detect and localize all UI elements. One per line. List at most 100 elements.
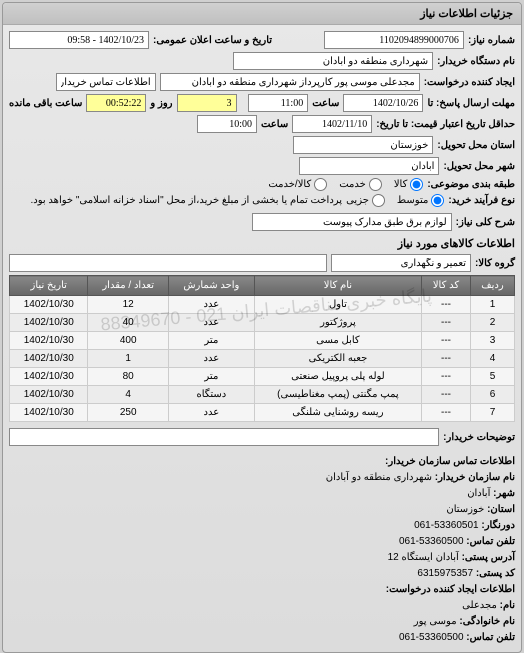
cell-qty: 40 [88,314,168,332]
buyer-device-label: نام دستگاه خریدار: [437,56,515,67]
req-creator-title: اطلاعات ایجاد کننده درخواست: [386,584,515,595]
addr-value: آبادان ایستگاه 12 [388,552,459,563]
addr-label: آدرس پستی: [462,552,515,563]
radio-goodservice[interactable]: کالا/خدمت [268,178,327,191]
buyer-contact-button[interactable] [56,73,156,91]
cprov-value: خوزستان [446,504,484,515]
row-validity: حداقل تاریخ اعتبار قیمت: تا تاریخ: ساعت [9,115,515,133]
cell-qty: 4 [88,386,168,404]
cell-n: 6 [470,386,514,404]
cell-code: --- [422,296,471,314]
city-label: شهر محل تحویل: [443,161,515,172]
cell-date: 1402/10/30 [10,386,88,404]
postal-value: 6315975357 [417,568,473,579]
row-city: شهر محل تحویل: [9,157,515,175]
cell-unit: عدد [168,296,254,314]
days-remain-input [177,94,237,112]
ccity-label: شهر: [493,488,515,499]
validity-time-input[interactable] [197,115,257,133]
cell-n: 3 [470,332,514,350]
cell-unit: عدد [168,314,254,332]
table-row[interactable]: 1---تاولعدد121402/10/30 [10,296,515,314]
general-desc-input[interactable] [252,213,452,231]
cell-unit: متر [168,368,254,386]
public-datetime-input[interactable] [9,31,149,49]
general-desc-label: شرح کلی نیاز: [456,217,515,228]
cell-code: --- [422,386,471,404]
radio-mid[interactable]: متوسط [397,194,444,207]
cell-n: 5 [470,368,514,386]
cell-name: پمپ مگنتی (پمپ مغناطیسی) [254,386,421,404]
request-no-label: شماره نیاز: [468,35,515,46]
phone-value: 53360500-061 [399,536,464,547]
radio-service[interactable]: خدمت [339,178,382,191]
cell-qty: 250 [88,404,168,422]
cell-code: --- [422,314,471,332]
deadline-date-input[interactable] [343,94,423,112]
validity-label: حداقل تاریخ اعتبار قیمت: تا تاریخ: [376,119,515,130]
ccity-value: آبادان [467,488,490,499]
name-label: نام: [500,600,515,611]
cell-name: تاول [254,296,421,314]
time-remain-input [86,94,146,112]
requester-input[interactable] [160,73,420,91]
contact-block: اطلاعات تماس سازمان خریدار: نام سازمان خ… [9,454,515,646]
radio-goods[interactable]: کالا [394,178,424,191]
request-no-input[interactable] [324,31,464,49]
table-row[interactable]: 4---جعبه الکتریکیعدد11402/10/30 [10,350,515,368]
table-row[interactable]: 7---ریسه روشنایی شلنگیعدد2501402/10/30 [10,404,515,422]
province-input[interactable] [293,136,433,154]
fax-value: 53360501-061 [414,520,479,531]
validity-date-input[interactable] [292,115,372,133]
panel-title: جزئیات اطلاعات نیاز [3,3,521,25]
row-process: نوع فرآیند خرید: متوسط جزیی پرداخت تمام … [9,194,515,207]
cphone-label: تلفن تماس: [466,632,515,643]
public-datetime-label: تاریخ و ساعت اعلان عمومی: [153,35,272,46]
table-row[interactable]: 5---لوله پلی پروپیل صنعتیمتر801402/10/30 [10,368,515,386]
cell-name: پروژکتور [254,314,421,332]
cell-date: 1402/10/30 [10,332,88,350]
phone-label: تلفن تماس: [466,536,515,547]
table-row[interactable]: 3---کابل مسیمتر4001402/10/30 [10,332,515,350]
table-header-row: ردیف کد کالا نام کالا واحد شمارش تعداد /… [10,276,515,296]
lname-label: نام خانوادگی: [459,616,515,627]
table-row[interactable]: 2---پروژکتورعدد401402/10/30 [10,314,515,332]
th-date: تاریخ نیاز [10,276,88,296]
cell-unit: دستگاه [168,386,254,404]
time-remain-label: ساعت باقی مانده [9,98,82,109]
row-general-desc: شرح کلی نیاز: [9,213,515,231]
deadline-label: مهلت ارسال پاسخ: تا [427,98,515,109]
province-label: استان محل تحویل: [437,140,515,151]
cell-qty: 400 [88,332,168,350]
cell-n: 2 [470,314,514,332]
table-row[interactable]: 6---پمپ مگنتی (پمپ مغناطیسی)دستگاه41402/… [10,386,515,404]
cell-unit: متر [168,332,254,350]
time-label-2: ساعت [261,119,288,130]
time-label-1: ساعت [312,98,339,109]
cell-n: 4 [470,350,514,368]
items-table: ردیف کد کالا نام کالا واحد شمارش تعداد /… [9,275,515,422]
cell-n: 7 [470,404,514,422]
row-deadline: مهلت ارسال پاسخ: تا ساعت روز و ساعت باقی… [9,94,515,112]
process-radio-group: متوسط جزیی [346,194,444,207]
requester-label: ایجاد کننده درخواست: [424,77,515,88]
buyer-note-input[interactable] [9,428,439,446]
category-radio-group: کالا خدمت کالا/خدمت [268,178,423,191]
lname-value: موسی پور [414,616,457,627]
goods-group-input[interactable] [331,254,471,272]
th-row: ردیف [470,276,514,296]
cell-qty: 12 [88,296,168,314]
goods-group-label: گروه کالا: [475,258,515,269]
radio-small[interactable]: جزیی [346,194,385,207]
th-name: نام کالا [254,276,421,296]
th-unit: واحد شمارش [168,276,254,296]
goods-group-extra[interactable] [9,254,327,272]
row-category: طبقه بندی موضوعی: کالا خدمت کالا/خدمت [9,178,515,191]
buyer-device-input[interactable] [233,52,433,70]
cell-n: 1 [470,296,514,314]
cprov-label: استان: [487,504,515,515]
deadline-time-input[interactable] [248,94,308,112]
row-buyer-note: توضیحات خریدار: [9,428,515,446]
city-input[interactable] [299,157,439,175]
category-label: طبقه بندی موضوعی: [427,179,515,190]
